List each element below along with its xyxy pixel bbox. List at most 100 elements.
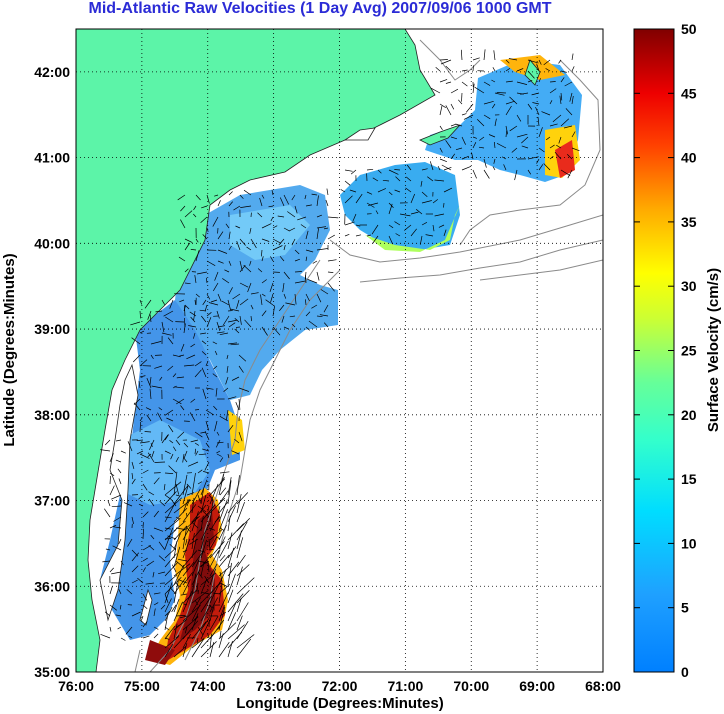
velocity-vector — [182, 620, 199, 640]
velocity-vector — [427, 176, 434, 182]
velocity-vector — [259, 197, 263, 207]
velocity-vector — [344, 180, 351, 186]
velocity-vector — [483, 49, 486, 61]
velocity-vector — [118, 478, 122, 485]
velocity-vector — [148, 545, 155, 551]
velocity-vector — [505, 59, 510, 64]
velocity-vector — [227, 477, 232, 496]
velocity-vector — [472, 142, 477, 149]
velocity-vector — [432, 199, 439, 204]
velocity-vector — [355, 193, 363, 204]
velocity-vector — [190, 398, 196, 403]
velocity-vector — [200, 553, 212, 568]
velocity-vector — [228, 245, 232, 251]
velocity-vector — [243, 264, 252, 273]
velocity-vector — [205, 409, 215, 416]
velocity-vector — [167, 365, 174, 371]
velocity-vector — [279, 256, 285, 262]
velocity-vector — [355, 224, 361, 227]
velocity-vector — [240, 205, 252, 208]
velocity-vector — [183, 305, 186, 312]
velocity-vector — [105, 548, 111, 551]
velocity-vector — [227, 310, 233, 312]
colorbar-tick-label: 40 — [681, 150, 697, 166]
velocity-vector — [209, 642, 215, 658]
velocity-vector — [352, 213, 357, 222]
velocity-vector — [161, 321, 165, 333]
velocity-vector — [139, 453, 150, 459]
velocity-vector — [520, 92, 529, 95]
velocity-vector — [531, 92, 540, 96]
velocity-vector — [450, 123, 457, 127]
velocity-vector — [132, 354, 141, 363]
velocity-vector — [249, 260, 252, 266]
velocity-vector — [231, 450, 240, 455]
velocity-vector — [155, 310, 163, 313]
velocity-vector — [218, 490, 229, 505]
velocity-vector — [218, 642, 230, 658]
velocity-vector — [279, 304, 285, 312]
velocity-vector — [288, 227, 296, 232]
velocity-vector — [183, 457, 188, 463]
velocity-vector — [227, 453, 230, 459]
velocity-vector — [227, 319, 238, 323]
velocity-vector — [218, 582, 223, 604]
velocity-vector — [316, 315, 323, 318]
velocity-vector — [394, 221, 401, 226]
velocity-vector — [161, 332, 172, 336]
velocity-vector — [142, 567, 146, 573]
velocity-vector — [113, 516, 122, 522]
velocity-vector — [272, 245, 283, 251]
velocity-vector — [217, 200, 221, 207]
velocity-vector — [176, 398, 185, 405]
velocity-vector — [200, 539, 207, 559]
velocity-vector — [532, 102, 540, 105]
velocity-vector — [182, 504, 197, 523]
velocity-vector — [145, 582, 155, 585]
velocity-vector — [249, 227, 252, 234]
velocity-vector — [270, 216, 274, 222]
velocity-vector — [197, 571, 203, 579]
velocity-vector — [178, 579, 188, 584]
velocity-vector — [175, 615, 186, 617]
velocity-vector — [217, 293, 222, 302]
velocity-vector — [323, 227, 329, 230]
velocity-vector — [219, 415, 229, 422]
velocity-vector — [204, 304, 208, 312]
colorbar-tick-label: 25 — [681, 343, 697, 359]
velocity-vector — [305, 299, 307, 306]
velocity-vector — [209, 633, 213, 649]
velocity-vector — [461, 69, 468, 72]
velocity-vector — [366, 168, 374, 171]
velocity-vector — [142, 483, 148, 491]
velocity-vector — [395, 233, 401, 237]
velocity-vector — [164, 547, 177, 559]
y-tick-label: 42:00 — [34, 64, 70, 80]
velocity-vector — [261, 256, 264, 262]
velocity-vector — [228, 322, 236, 328]
velocity-vector — [323, 322, 329, 328]
velocity-vector — [136, 450, 144, 455]
velocity-vector — [217, 325, 226, 328]
velocity-vector — [236, 621, 249, 640]
velocity-vector — [238, 365, 244, 373]
velocity-vector — [173, 446, 177, 452]
velocity-vector — [268, 205, 274, 208]
velocity-vector — [465, 103, 474, 113]
velocity-vector — [227, 299, 231, 311]
velocity-vector — [445, 65, 452, 72]
velocity-vector — [216, 331, 225, 334]
velocity-vector — [227, 480, 232, 505]
velocity-vector — [277, 215, 285, 218]
velocity-vector — [474, 86, 485, 94]
velocity-vector — [294, 280, 306, 284]
velocity-vector — [223, 387, 229, 392]
velocity-vector — [236, 577, 255, 595]
velocity-vector — [227, 546, 237, 559]
x-tick-label: 72:00 — [322, 678, 358, 694]
velocity-vector — [247, 282, 252, 293]
velocity-vector — [168, 465, 177, 474]
velocity-vector — [177, 431, 185, 439]
velocity-vector — [197, 549, 206, 553]
velocity-vector — [494, 92, 505, 96]
